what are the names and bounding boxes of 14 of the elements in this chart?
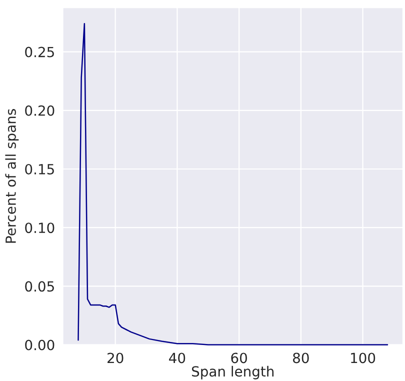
y-tick-label: 0.25 (25, 46, 54, 58)
y-tick-label: 0.10 (25, 222, 54, 234)
y-axis-title: Percent of all spans (5, 109, 19, 243)
x-tick-label: 40 (169, 352, 186, 364)
x-tick-label: 100 (351, 352, 376, 364)
x-tick-label: 60 (231, 352, 247, 364)
line-series (78, 23, 388, 346)
y-tick-label: 0.00 (25, 340, 54, 350)
y-tick-label: 0.15 (25, 164, 54, 174)
y-tick-label: 0.05 (25, 281, 54, 292)
x-tick-label: 80 (293, 352, 309, 364)
y-tick-label: 0.20 (25, 105, 54, 116)
x-axis-title: Span length (192, 366, 274, 380)
x-tick-label: 20 (108, 352, 124, 364)
